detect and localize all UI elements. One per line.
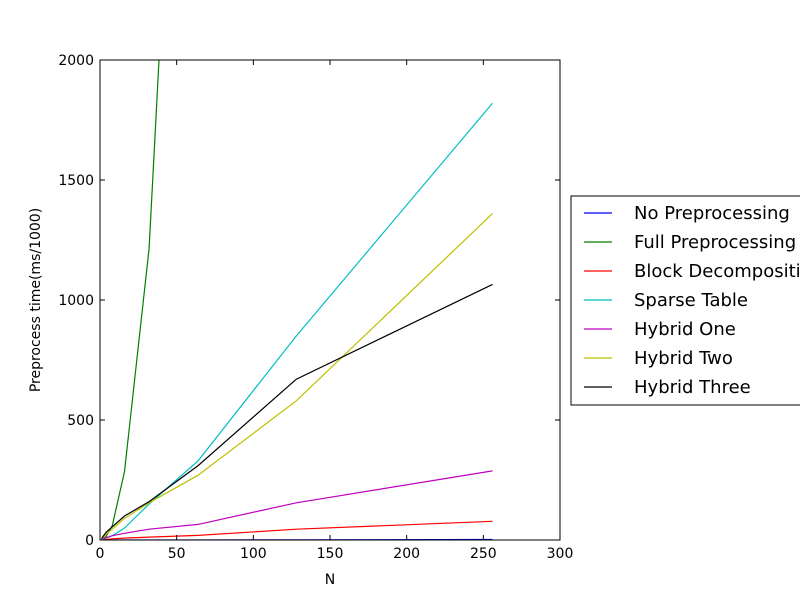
y-tick-label: 2000 <box>58 53 94 69</box>
legend-label-hybrid-two: Hybrid Two <box>634 348 733 369</box>
x-tick-label: 100 <box>240 546 267 562</box>
x-tick-label: 200 <box>393 546 420 562</box>
y-tick-label: 0 <box>85 533 94 549</box>
x-tick-label: 250 <box>470 546 497 562</box>
legend-label-full-preprocessing: Full Preprocessing <box>634 232 796 253</box>
legend-label-no-preprocessing: No Preprocessing <box>634 203 790 224</box>
axis-ticks: 0 50 100 150 200 250 300 0 500 1000 1500 2000 <box>58 53 573 562</box>
plot-frame <box>99 59 561 541</box>
x-tick-label: 300 <box>547 546 574 562</box>
series-layer <box>101 60 493 540</box>
series-line-block-decomposition <box>101 520 493 540</box>
x-tick-label: 50 <box>168 546 186 562</box>
legend-label-block-decomposition: Block Decomposition <box>634 261 800 282</box>
series-line-hybrid-three <box>101 283 493 540</box>
series-line-sparse-table <box>101 102 493 540</box>
legend: No Preprocessing Full Preprocessing Block … <box>570 195 800 406</box>
y-axis-label: Preprocess time(ms/1000) <box>28 208 44 392</box>
x-tick-label: 0 <box>96 546 105 562</box>
y-tick-label: 1000 <box>58 293 94 309</box>
series-line-full-preprocessing <box>101 60 160 540</box>
legend-label-hybrid-three: Hybrid Three <box>634 377 751 398</box>
x-axis-label: N <box>325 572 335 588</box>
series-line-hybrid-two <box>101 213 493 540</box>
legend-label-hybrid-one: Hybrid One <box>634 319 736 340</box>
y-tick-label: 500 <box>67 413 94 429</box>
legend-label-sparse-table: Sparse Table <box>634 290 748 311</box>
x-tick-label: 150 <box>317 546 344 562</box>
y-tick-label: 1500 <box>58 173 94 189</box>
series-line-hybrid-one <box>101 470 493 540</box>
